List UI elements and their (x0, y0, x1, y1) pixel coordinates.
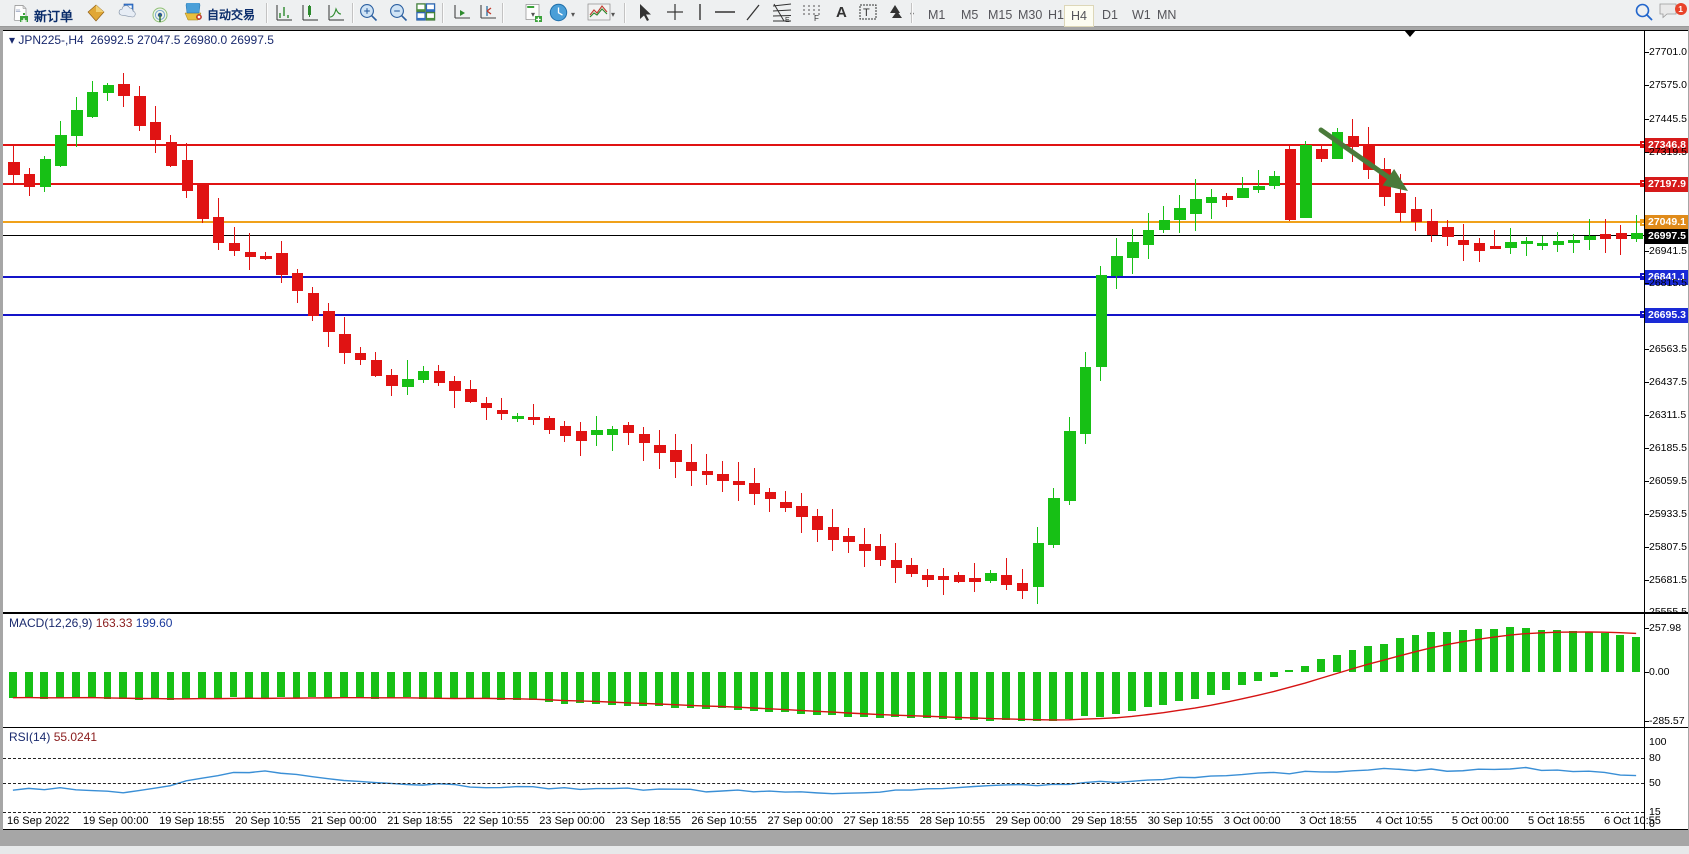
svg-text:E: E (785, 17, 790, 22)
svg-text:1: 1 (1678, 4, 1683, 14)
svg-text:F: F (814, 14, 819, 21)
svg-text:T: T (863, 7, 870, 19)
